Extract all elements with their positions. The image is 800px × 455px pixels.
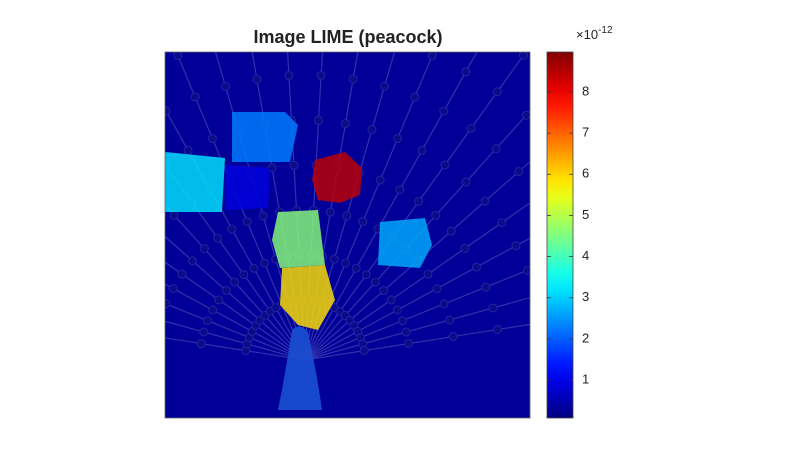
colorbar: [546, 51, 574, 419]
colorbar-tick-label: 7: [582, 125, 589, 140]
image-frame: [164, 51, 531, 419]
segment: [272, 210, 325, 268]
colorbar-tick-label: 5: [582, 207, 589, 222]
colorbar-tick-label: 3: [582, 289, 589, 304]
segment: [280, 265, 335, 330]
segment: [312, 152, 362, 203]
exponent-base: ×10: [576, 27, 598, 42]
chart-title: Image LIME (peacock): [253, 27, 442, 47]
segment: [378, 218, 432, 268]
image: [165, 52, 530, 418]
colorbar-exponent: ×10-12: [576, 25, 613, 43]
colorbar-tick-label: 1: [582, 372, 589, 387]
peacock-body: [278, 326, 322, 410]
colorbar-tick-label: 6: [582, 166, 589, 181]
segment: [232, 112, 298, 162]
colorbar-tick-label: 4: [582, 248, 589, 263]
segment: [225, 165, 270, 210]
exponent-power: -12: [598, 25, 613, 36]
colorbar-tick-label: 8: [582, 83, 589, 98]
background-segment: [165, 52, 530, 418]
segment: [165, 152, 225, 212]
colorbar-tick-label: 2: [582, 330, 589, 345]
